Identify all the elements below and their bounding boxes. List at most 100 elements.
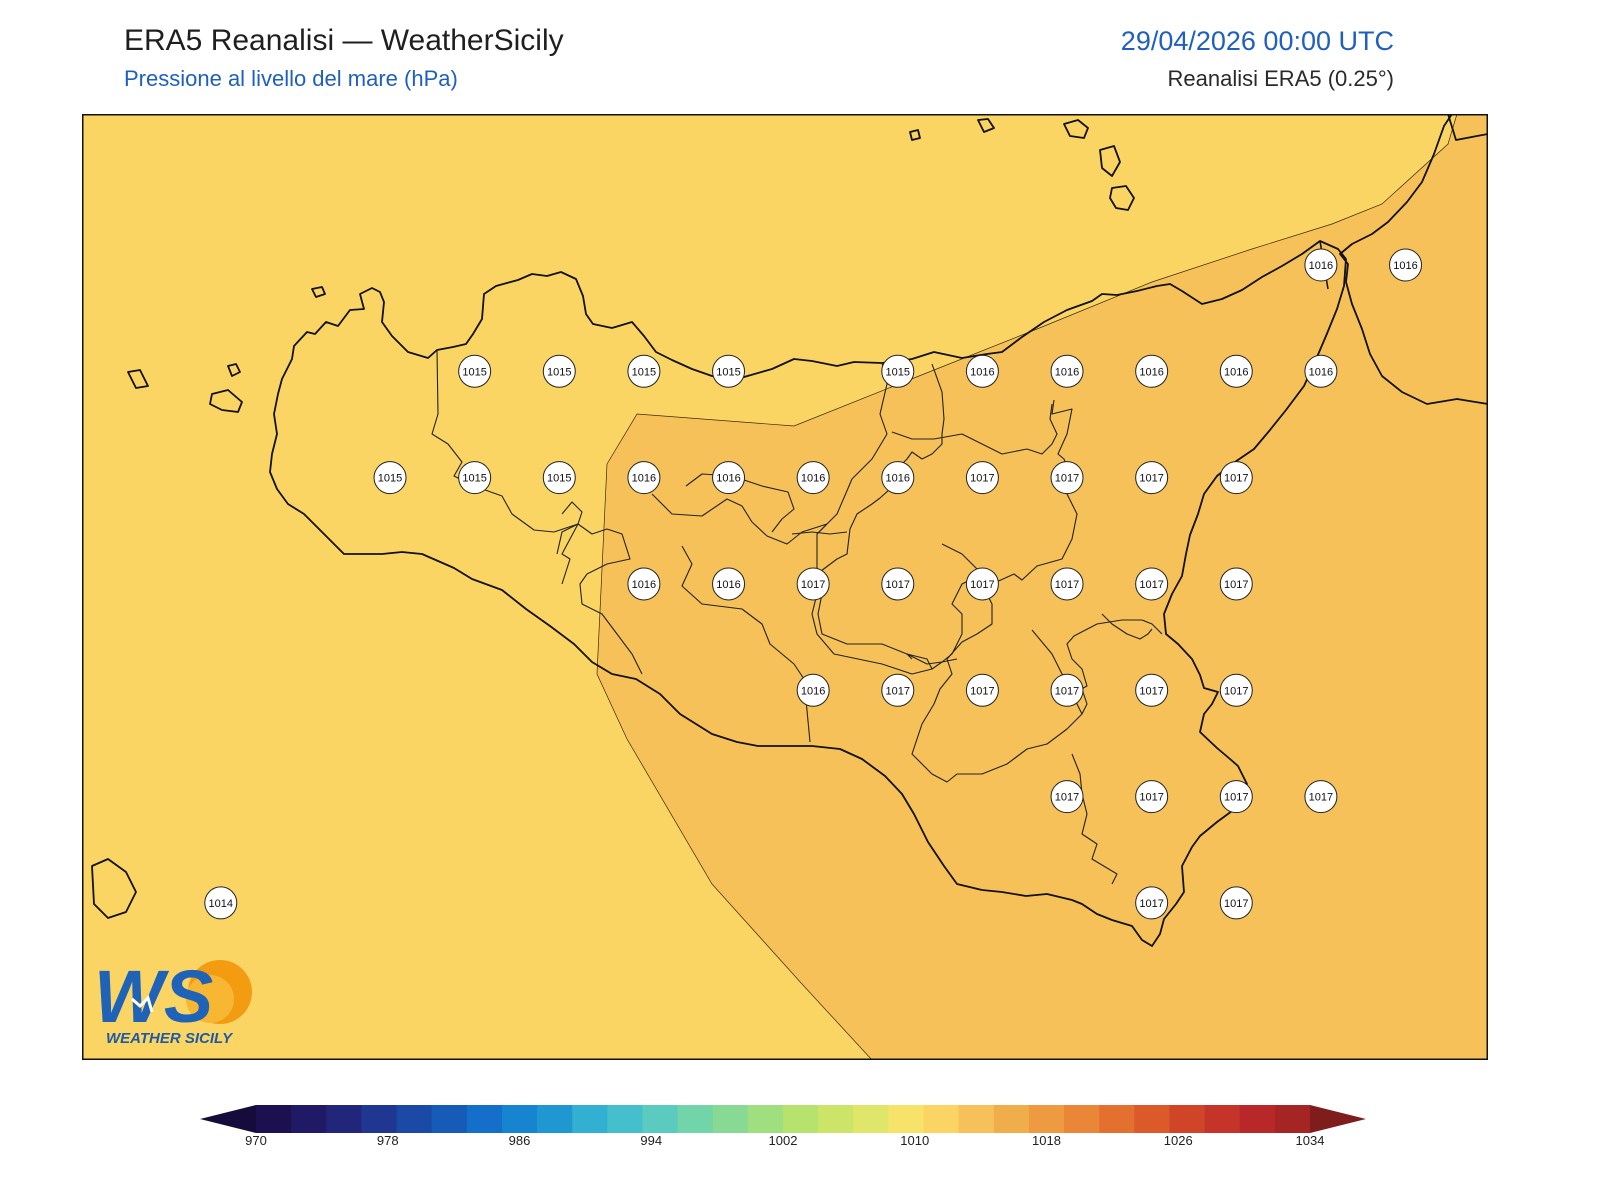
station-circle [204, 886, 238, 920]
station-value: 1017 [1055, 792, 1079, 804]
station-marker: 1015 [712, 354, 746, 388]
colorbar-under-arrow [200, 1105, 256, 1133]
colorbar-tick-label: 1018 [1032, 1133, 1061, 1145]
colorbar-cell [818, 1105, 854, 1133]
station-circle [1135, 567, 1169, 601]
map-frame [82, 114, 1488, 1060]
station-marker: 1017 [1050, 461, 1084, 495]
station-circle [1050, 567, 1084, 601]
station-marker: 1017 [1219, 567, 1253, 601]
colorbar-cell [572, 1105, 608, 1133]
valid-datetime: 29/04/2026 00:00 UTC [1120, 26, 1394, 56]
station-circle [965, 567, 999, 601]
station-circle [627, 567, 661, 601]
colorbar-cell [642, 1105, 679, 1133]
colorbar-cell [783, 1105, 819, 1133]
station-circle [1050, 673, 1084, 707]
chart-title: ERA5 Reanalisi — WeatherSicily [124, 24, 564, 57]
station-marker: 1017 [1135, 780, 1169, 814]
station-circle [796, 673, 830, 707]
pressure-map: 1016 1016 1015 1015 1015 1015 1015 1016 1016 1016… [82, 114, 1488, 1060]
coastline [91, 114, 1488, 947]
station-value: 1015 [716, 366, 740, 378]
station-marker: 1015 [373, 461, 407, 495]
station-marker: 1016 [627, 567, 661, 601]
station-circle [1050, 780, 1084, 814]
station-value: 1017 [886, 685, 910, 697]
station-marker: 1017 [1219, 461, 1253, 495]
station-value: 1017 [1139, 898, 1163, 910]
station-value: 1017 [970, 579, 994, 591]
station-circle [796, 461, 830, 495]
station-marker: 1017 [965, 461, 999, 495]
colorbar-cell [1274, 1105, 1311, 1133]
station-circle [1304, 354, 1338, 388]
station-circle [1135, 780, 1169, 814]
station-circle [1219, 354, 1253, 388]
station-value: 1017 [970, 685, 994, 697]
station-circle [712, 567, 746, 601]
logo-name: WEATHER SICILY [106, 1030, 234, 1047]
station-value: 1015 [632, 366, 656, 378]
station-marker: 1017 [965, 673, 999, 707]
station-value: 1017 [801, 579, 825, 591]
station-circle [1304, 248, 1338, 282]
station-value: 1016 [1055, 366, 1079, 378]
logo-initials: WS [94, 955, 213, 1038]
station-value: 1014 [209, 898, 233, 910]
station-marker: 1015 [627, 354, 661, 388]
station-marker: 1017 [1050, 780, 1084, 814]
station-circle [1219, 461, 1253, 495]
station-marker: 1016 [1304, 354, 1338, 388]
colorbar-tick-label: 1034 [1296, 1133, 1325, 1145]
egadi-island-small [227, 363, 241, 377]
colorbar-cell [466, 1105, 503, 1133]
station-marker: 1016 [965, 354, 999, 388]
station-marker: 1017 [1304, 780, 1338, 814]
station-value: 1017 [1055, 473, 1079, 485]
station-marker: 1017 [881, 673, 915, 707]
colorbar-cell [256, 1105, 292, 1133]
station-value: 1016 [970, 366, 994, 378]
station-value: 1017 [1139, 792, 1163, 804]
colorbar-cell [326, 1105, 362, 1133]
station-value: 1016 [1309, 260, 1333, 272]
sicily-coast [269, 240, 1347, 947]
colorbar-cell [853, 1105, 889, 1133]
station-circle [1304, 780, 1338, 814]
station-marker: 1017 [1135, 461, 1169, 495]
colorbar-cell [1169, 1105, 1206, 1133]
station-marker: 1015 [458, 354, 492, 388]
station-value: 1017 [1055, 685, 1079, 697]
station-value: 1017 [970, 473, 994, 485]
station-circle [1050, 354, 1084, 388]
station-circle [627, 461, 661, 495]
colorbar-over-arrow [1310, 1105, 1366, 1133]
station-circle [965, 673, 999, 707]
station-value: 1017 [1224, 792, 1248, 804]
station-value: 1016 [1139, 366, 1163, 378]
station-value: 1016 [801, 473, 825, 485]
station-marker: 1017 [1135, 673, 1169, 707]
station-circle [1219, 780, 1253, 814]
aeolian-island [977, 118, 995, 133]
station-value: 1016 [716, 579, 740, 591]
station-value: 1017 [1139, 473, 1163, 485]
station-marker: 1016 [627, 461, 661, 495]
colorbar-tick-label: 1010 [900, 1133, 929, 1145]
colorbar: 970 978 986 994 1002 1010 1018 1026 1034 [200, 1105, 1366, 1145]
colorbar-cell [1134, 1105, 1171, 1133]
colorbar-tick-label: 970 [245, 1133, 267, 1145]
station-value: 1017 [1139, 579, 1163, 591]
station-circle [965, 461, 999, 495]
station-markers: 1016 1016 1015 1015 1015 1015 1015 1016 1016 1016… [204, 248, 1423, 920]
station-marker: 1016 [796, 461, 830, 495]
colorbar-cell [396, 1105, 433, 1133]
station-circle [712, 461, 746, 495]
station-marker: 1016 [796, 673, 830, 707]
colorbar-cell [537, 1105, 573, 1133]
calabria-coast-north [1447, 114, 1488, 141]
station-value: 1017 [1224, 579, 1248, 591]
data-source: Reanalisi ERA5 (0.25°) [1167, 66, 1394, 91]
aeolian-island [1109, 185, 1135, 211]
